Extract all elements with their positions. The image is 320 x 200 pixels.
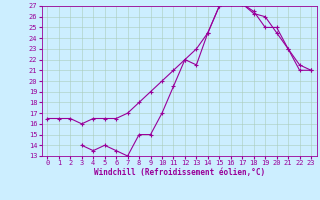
X-axis label: Windchill (Refroidissement éolien,°C): Windchill (Refroidissement éolien,°C): [94, 168, 265, 177]
